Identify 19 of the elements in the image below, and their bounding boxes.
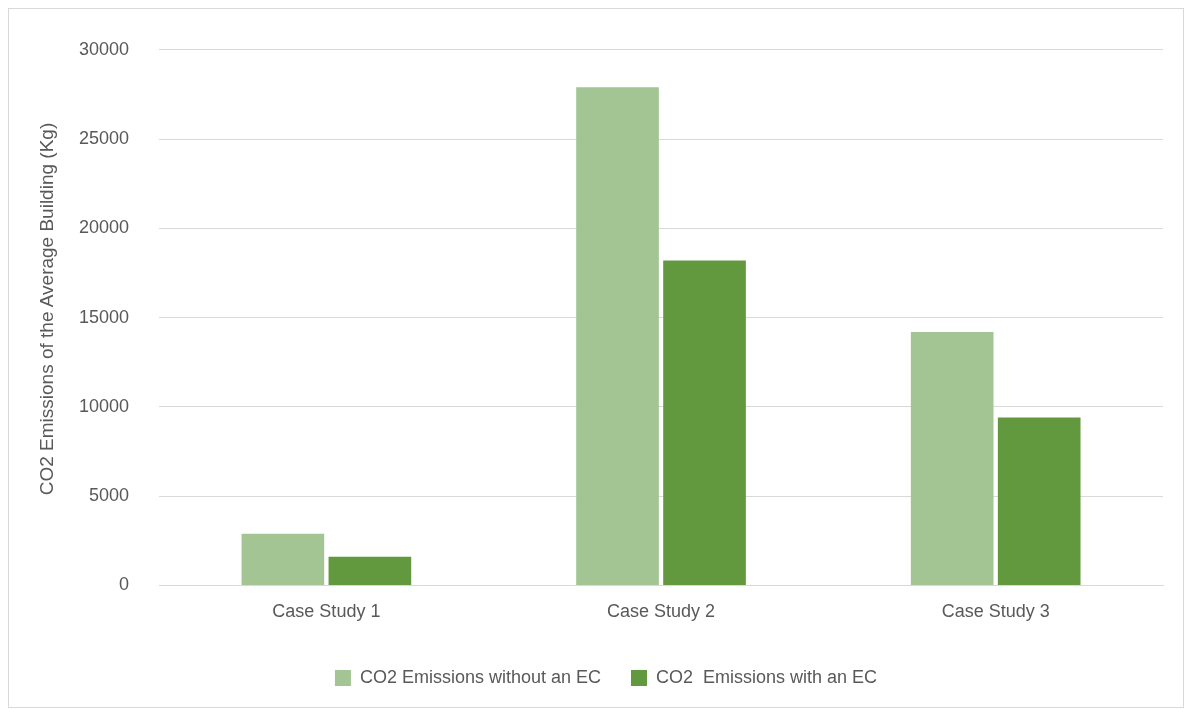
bar (576, 87, 659, 585)
bar (997, 417, 1081, 585)
y-tick-label: 5000 (89, 485, 130, 506)
y-tick-label: 30000 (78, 38, 130, 59)
x-tick-label: Case Study 3 (941, 601, 1050, 622)
bar (663, 260, 746, 585)
y-tick-label: 25000 (78, 128, 130, 149)
y-tick-label: 15000 (78, 306, 130, 327)
legend-label: CO2 Emissions with an EC (656, 666, 878, 687)
x-tick-label: Case Study 1 (272, 601, 381, 622)
y-tick-label: 0 (119, 574, 130, 595)
legend-label: CO2 Emissions without an EC (359, 666, 602, 687)
bar (328, 556, 412, 585)
bar (241, 533, 325, 585)
y-tick-label: 10000 (78, 395, 130, 416)
y-tick-label: 20000 (78, 217, 130, 238)
y-axis-title: CO2 Emissions of the Average Building (Kg) (36, 122, 57, 496)
x-tick-label: Case Study 2 (607, 601, 716, 622)
bar (910, 331, 994, 585)
